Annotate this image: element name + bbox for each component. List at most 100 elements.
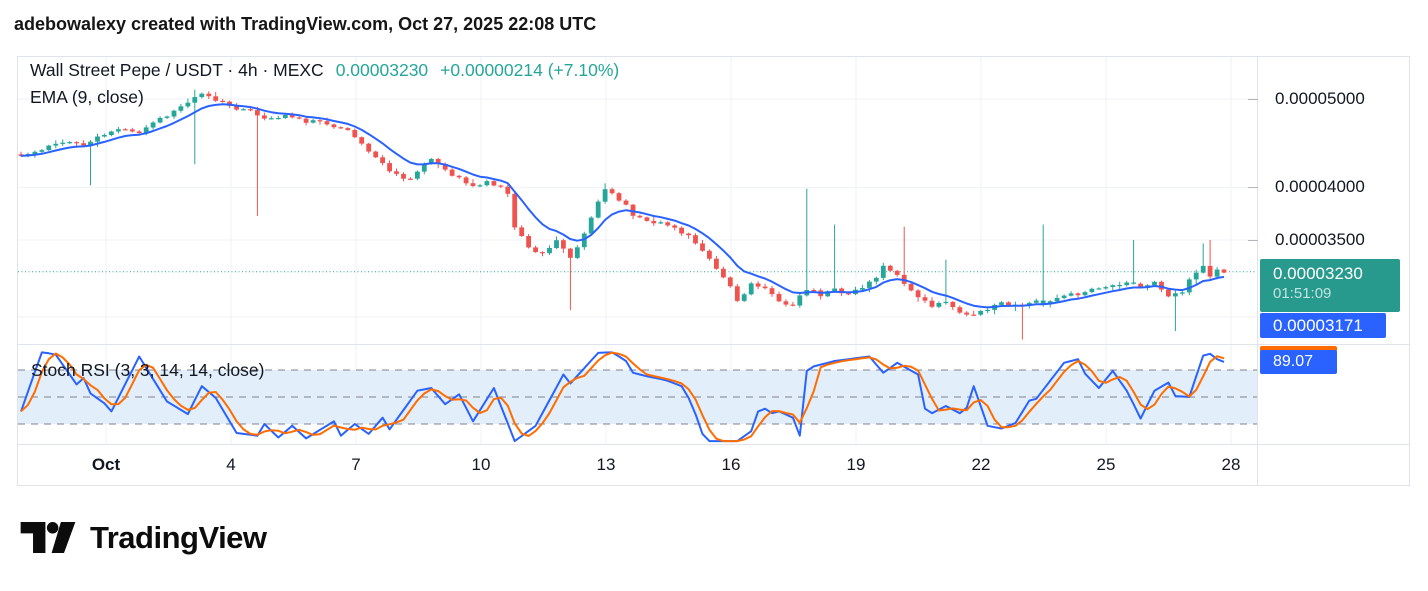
chart-widget: 0.00003230 01:51:09 0.00003171 89.07 0.0… [17,56,1410,486]
current-price-badge: 0.00003230 01:51:09 [1260,259,1400,312]
candle-body [1110,285,1116,287]
candle-body [116,129,121,132]
time-axis-label: 25 [1096,455,1116,474]
candle-body [157,117,163,123]
candle-body [1200,265,1206,273]
candle-body [867,281,872,288]
attribution-text: adebowalexy created with TradingView.com… [14,14,597,34]
candle-body [846,293,851,295]
price-tick [1248,99,1258,100]
pane-separator[interactable] [18,344,1409,345]
time-axis[interactable]: Oct 4 7 10 13 16 19 22 25 28 [18,445,1257,485]
price-chart-pane[interactable] [18,57,1257,344]
candle-body [574,247,580,258]
candle-body [1082,292,1088,296]
candle-body [234,105,239,110]
stoch-rsi-pane[interactable] [18,344,1257,444]
ema-value-badge: 0.00003171 [1260,313,1386,338]
candle-body [324,121,330,125]
candle-body [533,247,538,253]
candle-body [1103,287,1109,289]
candle-body [387,163,392,172]
current-price-value: 0.00003230 [1273,264,1363,283]
candle-body [463,177,469,184]
candle-body [950,301,956,308]
candle-body [707,250,712,259]
candle-body [442,163,448,170]
candle-body [178,106,184,111]
price-axis-label: 0.00005000 [1275,89,1365,108]
candle-body [81,143,86,146]
candle-body [519,227,525,236]
candle-body [109,131,114,135]
candle-body [67,142,73,144]
candle-body [122,129,128,131]
candle-body [310,120,316,123]
candle-body [428,159,434,164]
candle-body [1207,265,1213,277]
candle-body [491,181,497,186]
candle-body [470,183,476,186]
candle-body [887,265,893,271]
candle-body [401,173,406,179]
ema-value: 0.00003171 [1273,316,1363,335]
candle-body [811,290,817,292]
candle-body [185,102,191,107]
candle-body [1193,272,1199,280]
candle-body [860,288,865,290]
candle-body [686,233,691,236]
tradingview-logo[interactable]: TradingView [20,520,267,556]
candle-body [665,222,671,226]
candle-body [241,109,246,111]
candle-body [971,314,977,316]
candle-body [102,135,107,137]
time-axis-label: Oct [91,455,121,474]
candle-body [595,201,601,218]
candle-body [547,248,552,254]
candle-body [359,137,365,144]
candle-body [366,143,372,152]
candle-body [755,283,761,287]
candle-body [275,118,281,120]
candle-body [908,283,914,291]
ema-line [20,103,1225,309]
candle-body [338,127,344,129]
candle-body [32,151,38,154]
time-axis-label: 28 [1221,455,1241,474]
candle-body [616,193,622,201]
candle-body [1173,293,1178,297]
time-axis-label: 4 [226,455,236,474]
candle-body [1221,269,1227,273]
ema-legend-row[interactable]: EMA (9, close) [30,87,619,108]
candle-body [1006,302,1011,306]
candle-body [1089,288,1095,293]
ema-legend-label: EMA (9, close) [30,87,144,107]
candle-body [136,131,142,134]
candle-body [373,151,379,158]
candle-body [408,178,413,180]
candle-body [74,142,79,144]
candle-body [289,115,295,118]
candle-body [345,128,351,130]
candle-body [581,233,587,248]
candle-body [880,265,886,278]
candle-body [1096,288,1102,290]
candle-body [825,291,831,297]
candle-body [456,175,462,178]
symbol-legend-row[interactable]: Wall Street Pepe / USDT · 4h · MEXC 0.00… [30,60,619,81]
candle-body [421,163,427,172]
candle-body [957,307,963,313]
price-axis[interactable]: 0.00003230 01:51:09 0.00003171 89.07 0.0… [1248,57,1409,444]
candle-body [415,171,420,179]
candle-body [526,236,531,248]
candle-body [727,277,733,287]
candle-body [1152,281,1157,286]
candle-body [734,286,740,301]
candle-body [505,186,511,194]
stoch-rsi-legend-row[interactable]: Stoch RSI (3, 3, 14, 14, close) [31,360,264,381]
candle-body [129,129,135,132]
candle-body [150,122,156,128]
candle-body [873,277,879,282]
tradingview-logo-icon [20,522,76,553]
